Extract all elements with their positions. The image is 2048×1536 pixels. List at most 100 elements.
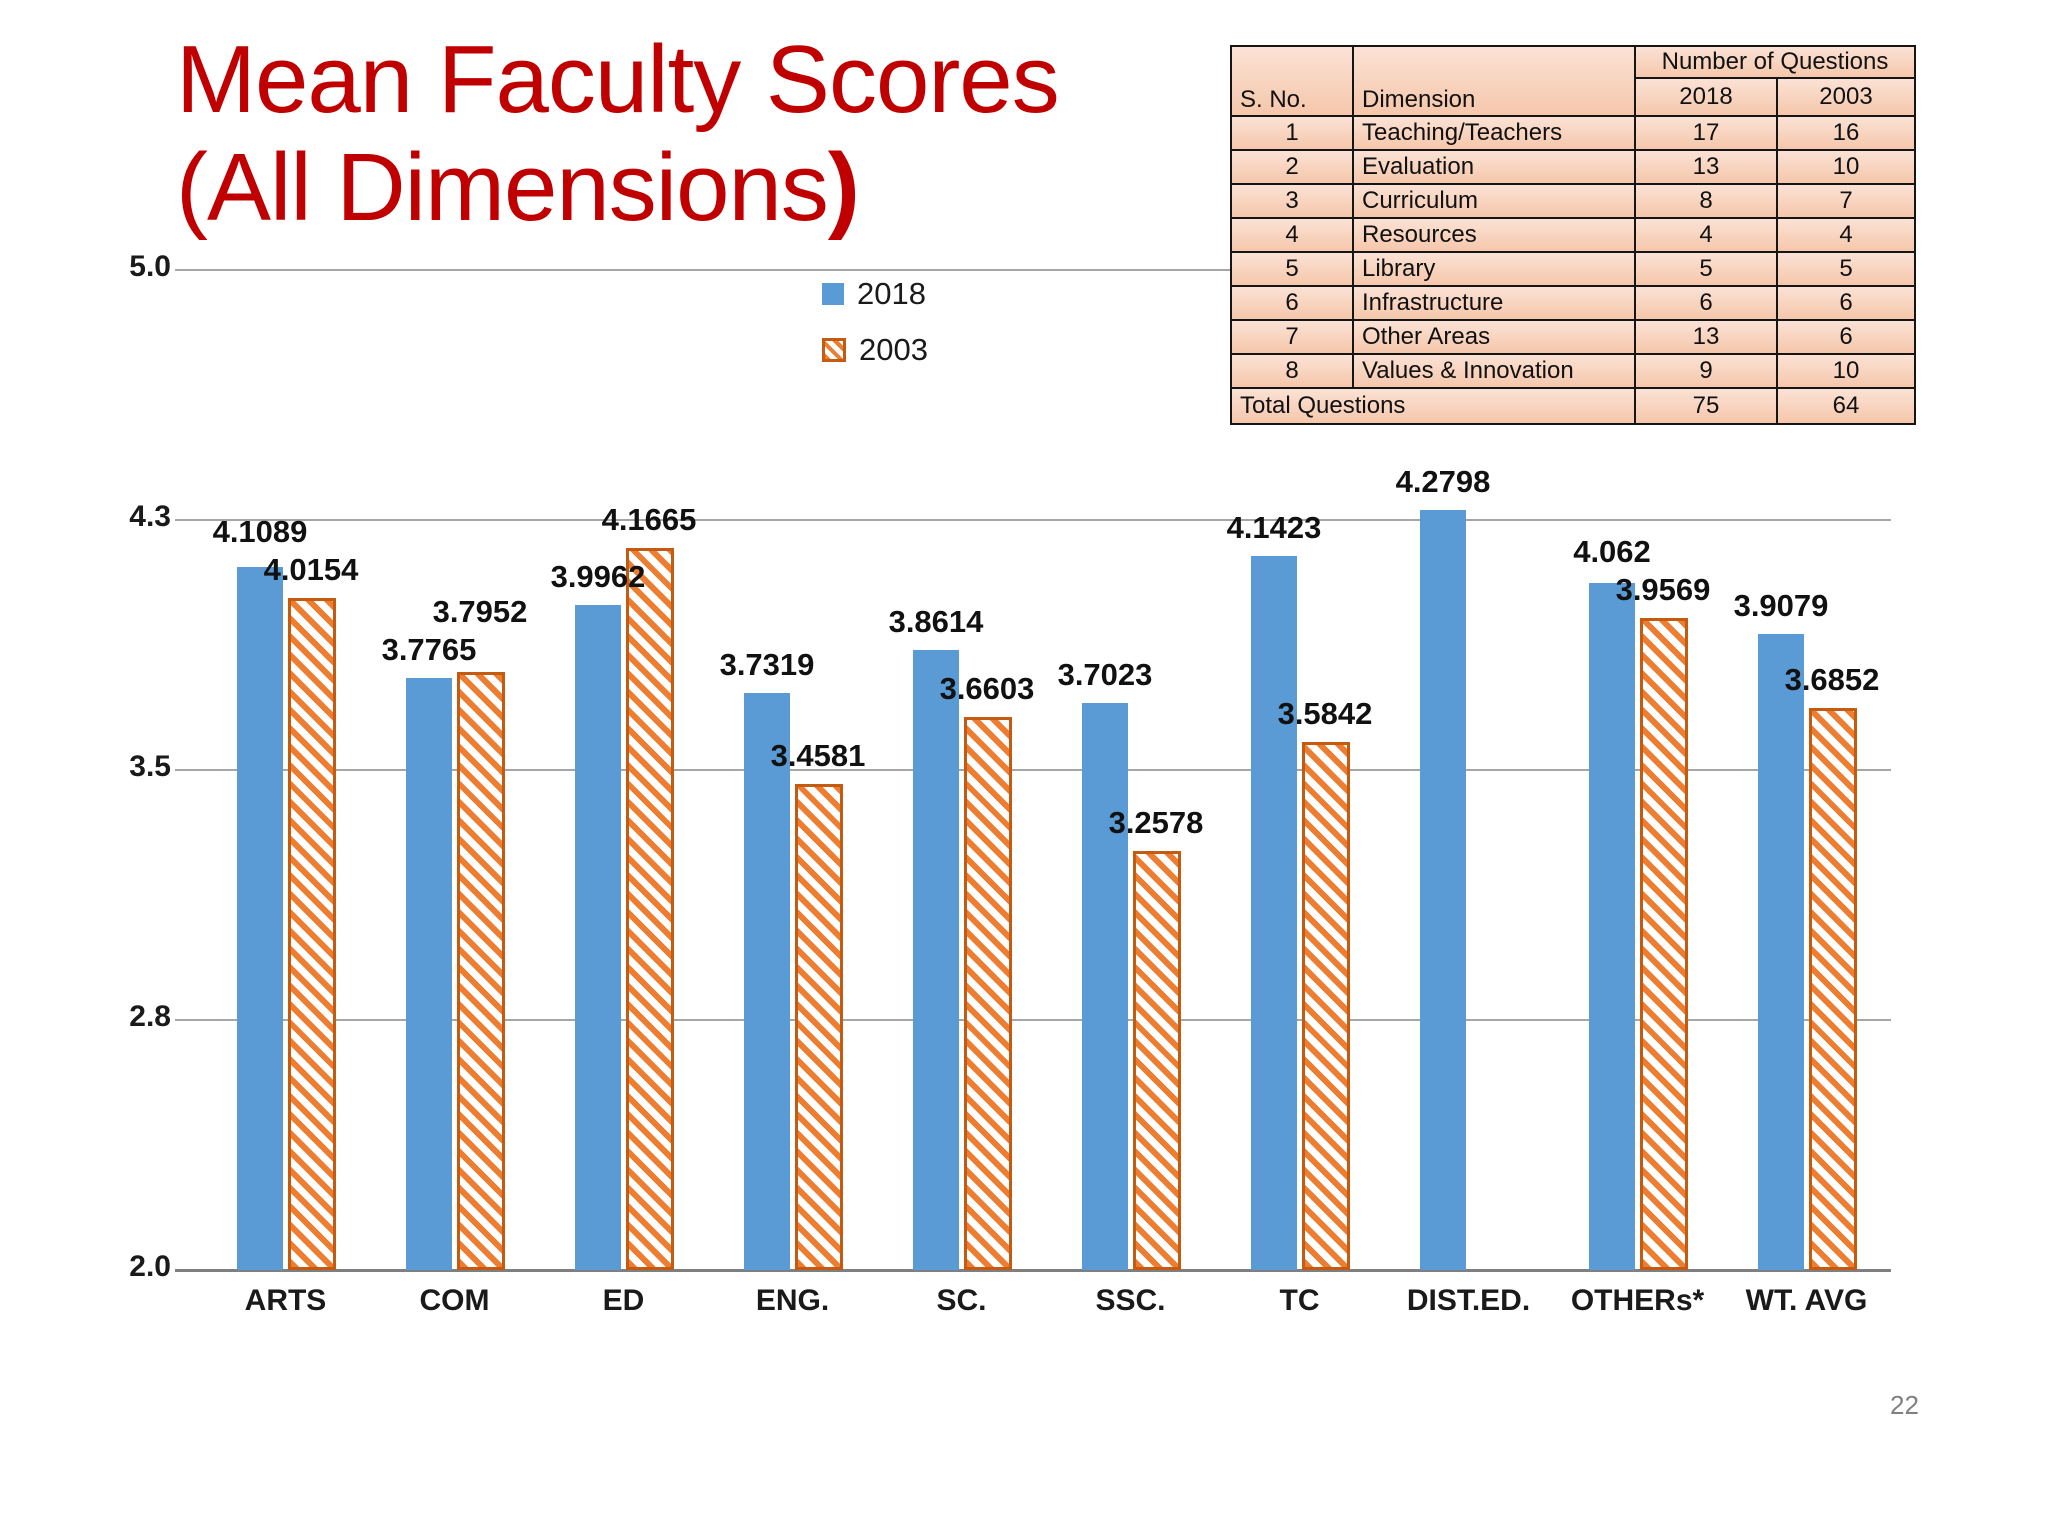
value-label-2003-ENG.: 3.4581 — [770, 737, 866, 773]
table-cell: 5 — [1776, 251, 1916, 287]
category-label-SC.: SC. — [936, 1284, 987, 1317]
category-label-ARTS: ARTS — [244, 1284, 327, 1317]
category-label-ED: ED — [602, 1284, 645, 1317]
table-cell: 5 — [1230, 251, 1354, 287]
bar-2018-OTHERs* — [1589, 582, 1635, 1270]
table-cell: 10 — [1776, 149, 1916, 185]
table-cell: 13 — [1634, 319, 1778, 355]
table-row-Evaluation: 2 Evaluation 13 10 — [1230, 149, 1916, 185]
value-label-2018-ARTS: 4.1089 — [212, 514, 308, 550]
bar-2003-OTHERs* — [1640, 617, 1688, 1270]
table-row-Resources: 4 Resources 4 4 — [1230, 217, 1916, 253]
chart-legend: 2018 2003 — [822, 276, 928, 388]
legend-label-2003: 2003 — [859, 332, 928, 367]
table-cell: Curriculum — [1352, 183, 1636, 219]
table-cell: 6 — [1230, 285, 1354, 321]
col-header-dimension: Dimension — [1352, 45, 1636, 117]
table-row-Values & Innovation: 8 Values & Innovation 9 10 — [1230, 353, 1916, 389]
table-cell: 6 — [1776, 285, 1916, 321]
slide-title-line2: (All Dimensions) — [176, 134, 860, 242]
bar-2018-ED — [575, 604, 621, 1270]
gridline-3.5 — [175, 769, 1891, 771]
legend-item-2018: 2018 — [822, 276, 928, 312]
value-label-2018-COM: 3.7765 — [381, 631, 477, 667]
total-questions-2003: 64 — [1776, 387, 1916, 425]
col-header-2003: 2003 — [1776, 77, 1916, 117]
table-cell: 7 — [1230, 319, 1354, 355]
bar-2003-COM — [457, 671, 505, 1270]
col-header-2018: 2018 — [1634, 77, 1778, 117]
page-number: 22 — [1890, 1390, 1919, 1420]
y-axis-tick-2.0: 2.0 — [129, 1250, 171, 1283]
bar-2003-ED — [626, 547, 674, 1270]
value-label-2003-SSC.: 3.2578 — [1108, 804, 1204, 840]
legend-item-2003: 2003 — [822, 332, 928, 368]
table-cell: 2 — [1230, 149, 1354, 185]
value-label-2018-OTHERs*: 4.062 — [1573, 533, 1651, 569]
value-label-2003-ED: 4.1665 — [601, 501, 697, 537]
table-cell: Other Areas — [1352, 319, 1636, 355]
value-label-2003-WT. AVG: 3.6852 — [1784, 662, 1880, 698]
bar-2003-SSC. — [1133, 850, 1181, 1270]
table-row-Other Areas: 7 Other Areas 13 6 — [1230, 319, 1916, 355]
category-label-WT. AVG: WT. AVG — [1745, 1284, 1868, 1317]
table-cell: 17 — [1634, 115, 1778, 151]
table-cell: 3 — [1230, 183, 1354, 219]
table-cell: 8 — [1230, 353, 1354, 389]
plot-area: 2.0 2.8 3.5 4.3 5.0 4.1089 4.0154 ARTS 3.7765 3.7… — [129, 250, 1891, 1317]
table-cell: 9 — [1634, 353, 1778, 389]
value-label-2003-COM: 3.7952 — [432, 593, 528, 629]
value-label-2018-SSC.: 3.7023 — [1057, 656, 1153, 692]
bar-2003-SC. — [964, 716, 1012, 1270]
legend-swatch-2018-icon — [822, 283, 844, 305]
table-cell: 10 — [1776, 353, 1916, 389]
slide-title: Mean Faculty Scores (All Dimensions) — [176, 26, 1060, 243]
value-label-2018-TC: 4.1423 — [1226, 509, 1322, 545]
bar-2018-ENG. — [744, 692, 790, 1270]
table-row-Library: 5 Library 5 5 — [1230, 251, 1916, 287]
gridline-2.0 — [175, 1269, 1891, 1272]
table-cell: Library — [1352, 251, 1636, 287]
legend-swatch-2003-icon — [822, 338, 846, 362]
table-cell: Resources — [1352, 217, 1636, 253]
category-label-SSC.: SSC. — [1095, 1284, 1166, 1317]
slide-title-line1: Mean Faculty Scores — [176, 26, 1060, 133]
bar-2018-DIST.ED. — [1420, 510, 1466, 1270]
table-row-Teaching/Teachers: 1 Teaching/Teachers 17 16 — [1230, 115, 1916, 151]
y-axis-tick-2.8: 2.8 — [129, 1000, 171, 1033]
value-label-2003-SC.: 3.6603 — [939, 670, 1035, 706]
y-axis-tick-4.3: 4.3 — [129, 500, 171, 533]
table-cell: Evaluation — [1352, 149, 1636, 185]
table-cell: 8 — [1634, 183, 1778, 219]
value-label-2018-ED: 3.9962 — [550, 558, 646, 594]
table-cell: 1 — [1230, 115, 1354, 151]
table-cell: 4 — [1634, 217, 1778, 253]
y-axis-tick-3.5: 3.5 — [129, 750, 171, 783]
table-cell: 7 — [1776, 183, 1916, 219]
col-header-number-of-questions: Number of Questions — [1634, 45, 1916, 79]
table-cell: Infrastructure — [1352, 285, 1636, 321]
total-questions-2018: 75 — [1634, 387, 1778, 425]
value-label-2018-ENG.: 3.7319 — [719, 646, 815, 682]
gridline-5.0 — [175, 269, 1891, 271]
bar-2018-SSC. — [1082, 702, 1128, 1270]
total-questions-label: Total Questions — [1230, 387, 1636, 425]
category-label-COM: COM — [419, 1284, 490, 1317]
table-cell: 4 — [1230, 217, 1354, 253]
value-label-2018-DIST.ED.: 4.2798 — [1395, 464, 1491, 500]
bar-2018-TC — [1251, 555, 1297, 1270]
bar-2018-ARTS — [237, 567, 283, 1270]
questions-table: S. No. Dimension Number of Questions 201… — [1230, 45, 1916, 425]
table-cell: 13 — [1634, 149, 1778, 185]
table-cell: 16 — [1776, 115, 1916, 151]
bar-2003-WT. AVG — [1809, 708, 1857, 1270]
table-cell: 5 — [1634, 251, 1778, 287]
gridline-2.8 — [175, 1019, 1891, 1021]
col-header-sno: S. No. — [1230, 45, 1354, 117]
value-label-2003-ARTS: 4.0154 — [263, 552, 359, 588]
bar-2003-ARTS — [288, 598, 336, 1270]
bar-2003-TC — [1302, 741, 1350, 1270]
category-label-ENG.: ENG. — [755, 1284, 830, 1317]
value-label-2003-OTHERs*: 3.9569 — [1615, 571, 1711, 607]
